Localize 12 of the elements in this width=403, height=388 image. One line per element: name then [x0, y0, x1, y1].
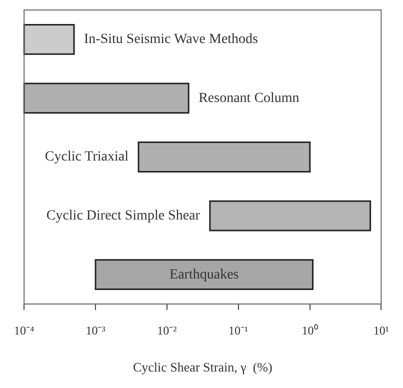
x-tick-label: 10⁰ — [302, 323, 318, 338]
x-axis-title: Cyclic Shear Strain, γ (%) — [132, 360, 272, 375]
y-tick-label: Resonant Column — [198, 90, 300, 106]
y-tick-label: Cyclic Direct Simple Shear — [46, 208, 200, 224]
x-tick-label: 10⁻² — [157, 323, 178, 338]
x-tick-label: 10⁻⁴ — [14, 323, 34, 338]
x-tick-label: 10⁻¹ — [228, 323, 249, 338]
y-tick-label: Earthquakes — [170, 267, 239, 282]
x-tick-label: 10¹ — [373, 323, 390, 338]
y-tick-label: In-Situ Seismic Wave Methods — [84, 32, 258, 48]
y-tick-label: Cyclic Triaxial — [44, 150, 129, 165]
x-tick-label: 10⁻³ — [86, 323, 106, 338]
